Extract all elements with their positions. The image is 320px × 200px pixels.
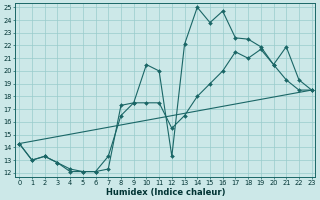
X-axis label: Humidex (Indice chaleur): Humidex (Indice chaleur): [106, 188, 225, 197]
